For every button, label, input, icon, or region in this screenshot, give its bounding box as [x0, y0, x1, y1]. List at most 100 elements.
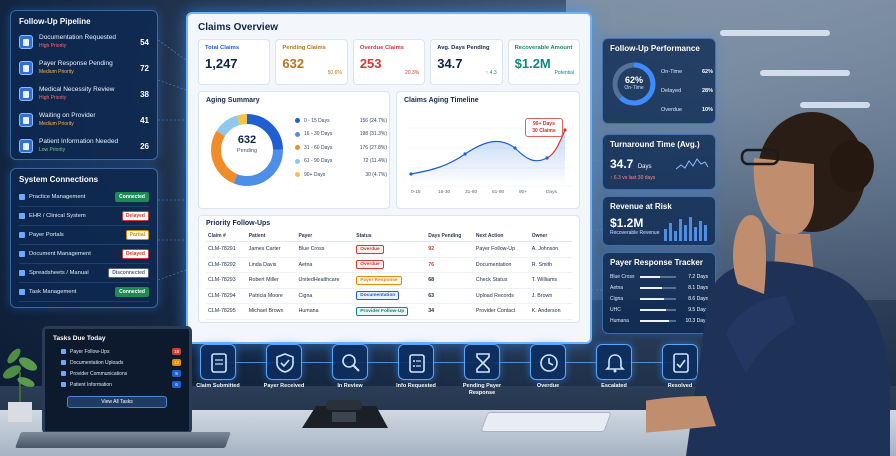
payer-row-value: 7.2 Days [688, 273, 708, 280]
system-connection-row[interactable]: Document Management Delayed [19, 245, 149, 264]
priority-follow-ups-card: Priority Follow-Ups Claim # Patient Payer S… [198, 215, 580, 323]
pipeline-item[interactable]: Documentation Requested High Priority 54 [19, 32, 149, 52]
timeline-tick-label: 0-15 [410, 190, 421, 195]
system-status-badge: Delayed [121, 249, 149, 259]
pipeline-item-count: 26 [140, 141, 149, 151]
task-item[interactable]: Payer Follow-Ups 18 [61, 346, 181, 357]
system-connection-row[interactable]: Task Management Connected [19, 283, 149, 302]
days-pending: 63 [426, 288, 474, 304]
owner: A. Johnson [529, 241, 572, 258]
owner: T. Williams [529, 272, 572, 289]
system-connection-row[interactable]: EHR / Clinical System Delayed [19, 207, 149, 226]
system-connection-row[interactable]: Practice Management Connected [19, 188, 149, 207]
payer-response-bar-fill [640, 319, 669, 322]
workflow-step[interactable]: Claim Submitted [196, 344, 240, 392]
table-row[interactable]: CLM-78292 Linda Davis Aetna Overdue 76 Docume… [206, 257, 572, 273]
payer-row: UHC 9.5 Days [610, 304, 708, 315]
kpi-value: $1.2M [514, 56, 551, 71]
payer-row: Blue Cross 7.2 Days [610, 271, 708, 282]
pipeline-item[interactable]: Medical Necessity Review High Priority 38 [19, 84, 149, 104]
timeline-point [513, 146, 517, 150]
kpi-card[interactable]: Pending Claims 632 50.6% [275, 39, 348, 85]
table-row[interactable]: CLM-78291 James Carter Blue Cross Overdue 92… [206, 241, 572, 258]
timeline-title: Claims Aging Timeline [403, 97, 479, 104]
gauge-label: On-Time [624, 85, 644, 91]
timeline-tick-label: 16-30 [437, 190, 451, 195]
task-item[interactable]: Documentation Uploads 12 [61, 357, 181, 368]
aging-title: Aging Summary [206, 97, 260, 104]
donut-slice [211, 114, 283, 186]
claim-number: CLM-78293 [206, 272, 247, 289]
pipeline-item[interactable]: Waiting on Provider Medium Priority 41 [19, 110, 149, 130]
legend-swatch [295, 145, 300, 151]
woman-at-desk [646, 112, 890, 456]
table-header: Status [354, 231, 427, 242]
workflow-step[interactable]: Info Requested [394, 344, 438, 392]
gauge-fill [612, 62, 656, 106]
payer-row-name: Humana [610, 317, 629, 324]
workflow-step-label: Resolved [667, 383, 693, 389]
payer-row-value: 10.3 Days [685, 317, 708, 324]
kpi-label: Avg. Days Pending [437, 45, 490, 51]
kpi-label: Recoverable Amount [514, 45, 573, 51]
timeline-tick-label: 61-90 [491, 190, 505, 195]
workflow-step[interactable]: In Review [328, 344, 372, 392]
workflow-step[interactable]: Escalated [592, 344, 636, 392]
kpi-value: 253 [359, 56, 382, 71]
kpi-sub: Potential [554, 70, 575, 76]
days-pending: 68 [426, 272, 474, 289]
payer-response-bar [640, 319, 676, 322]
task-item[interactable]: Provider Communications 9 [61, 368, 181, 379]
timeline-chart [406, 127, 571, 187]
legend-swatch [295, 131, 300, 137]
table-row[interactable]: CLM-78295 Michael Brown Humana Provider Fol… [206, 303, 572, 320]
payer-row-value: 8.1 Days [688, 284, 708, 291]
system-connection-row[interactable]: Payer Portals Partial [19, 226, 149, 245]
legend-name: 61 - 90 Days [304, 158, 333, 165]
kpi-card[interactable]: Overdue Claims 253 20.3% [352, 39, 426, 85]
workflow-step[interactable]: Overdue [526, 344, 570, 392]
donut-slice [211, 114, 283, 186]
table-row[interactable]: CLM-78293 Robert Miller UnitedHealthcare Pa… [206, 272, 572, 289]
next-action: Provider Contact [473, 303, 530, 320]
document-icon [19, 35, 33, 49]
pipeline-item-name: Patient Information Needed [39, 138, 119, 146]
kpi-card[interactable]: Recoverable Amount $1.2M Potential [507, 39, 581, 85]
aging-legend: 0 - 15 Days 156 (24.7%) 16 - 30 Days 198 (3… [295, 114, 387, 182]
bell-icon [596, 344, 632, 380]
workflow-step[interactable]: Pending Payer Response [460, 344, 504, 396]
system-name: EHR / Clinical System [19, 213, 86, 219]
system-status-badge: Connected [115, 287, 149, 297]
legend-row: 16 - 30 Days 198 (31.3%) [295, 128, 387, 142]
system-name: Task Management [19, 289, 76, 295]
view-all-tasks-button[interactable]: View All Tasks [67, 396, 167, 408]
performance-name: Delayed [661, 88, 682, 94]
system-status-badge: Delayed [121, 211, 149, 221]
turnaround-title: Turnaround Time (Avg.) [610, 140, 700, 149]
desk-phone [302, 400, 388, 428]
payer-title: Payer Response Tracker [610, 258, 703, 267]
legend-value: 156 (24.7%) [359, 117, 387, 124]
workflow-step[interactable]: Resolved [658, 344, 702, 392]
kpi-card[interactable]: Avg. Days Pending 34.7 ↑ 4.3 [430, 39, 503, 85]
performance-value: 28% [701, 88, 713, 94]
pipeline-item[interactable]: Patient Information Needed Low Priority 26 [19, 136, 149, 156]
kpi-value: 34.7 [437, 56, 463, 71]
legend-value: 30 (4.7%) [365, 171, 387, 178]
table-row[interactable]: CLM-78294 Patricia Moore Cigna Documentatio… [206, 288, 572, 304]
task-item[interactable]: Patient Information 6 [61, 379, 181, 390]
performance-row: Overdue 10% [661, 107, 713, 126]
kpi-card[interactable]: Total Claims 1,247 [198, 39, 271, 85]
pipeline-item[interactable]: Payer Response Pending Medium Priority 72 [19, 58, 149, 78]
follow-up-performance-panel: Follow-Up Performance 62% On-Time On-Tim… [602, 38, 716, 124]
workflow-step[interactable]: Payer Received [262, 344, 306, 392]
performance-gauge [612, 62, 656, 106]
donut-center-label: Pending [236, 148, 258, 154]
task-icon [61, 360, 66, 365]
system-connection-row[interactable]: Spreadsheets / Manual Disconnected [19, 264, 149, 283]
donut-slice [211, 114, 283, 186]
ceiling-light [800, 102, 870, 108]
revenue-at-risk-panel: Revenue at Risk $1.2M Recoverable Revenu… [602, 196, 716, 246]
pipeline-item-priority: Medium Priority [39, 68, 74, 75]
claim-number: CLM-78295 [206, 303, 247, 320]
